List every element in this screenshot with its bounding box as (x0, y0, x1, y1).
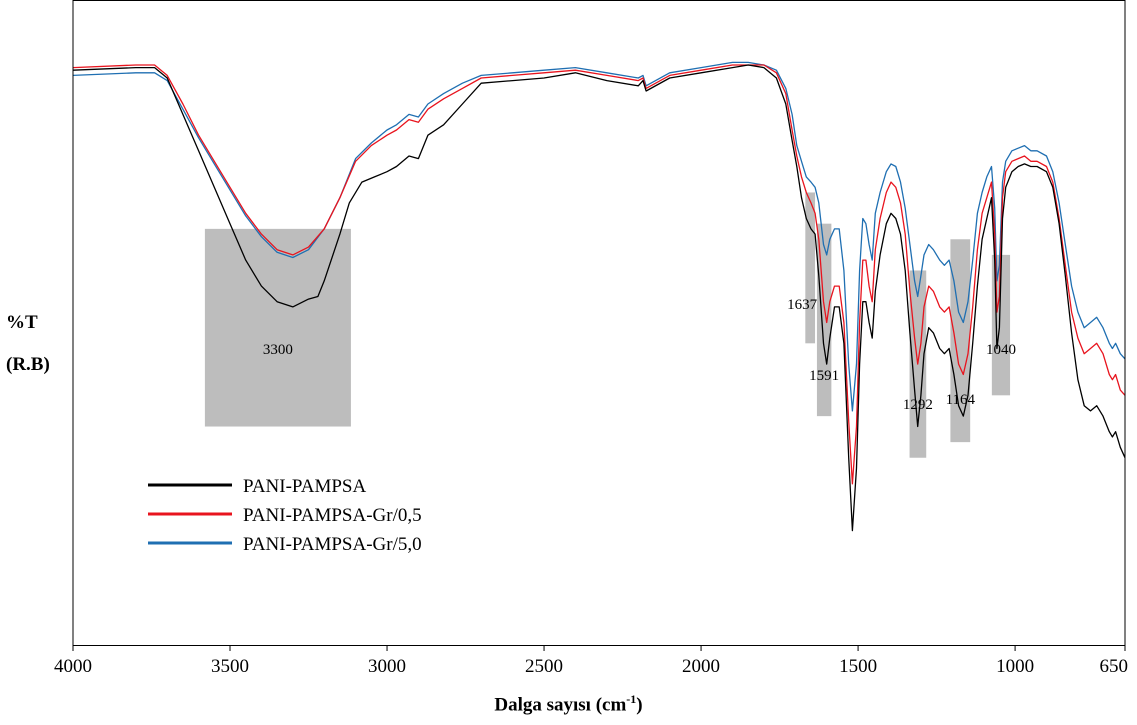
y-axis-label-line2: (R.B) (6, 354, 50, 375)
legend-label-2: PANI-PAMPSA-Gr/0,5 (243, 505, 422, 526)
x-axis-label-close: ) (636, 694, 643, 716)
band-1637 (805, 192, 816, 344)
series-line-1 (72, 64, 1126, 532)
x-axis-label-main: Dalga sayısı (cm (494, 694, 627, 716)
legend-label-3: PANI-PAMPSA-Gr/5,0 (243, 534, 422, 555)
y-axis-label-line1: %T (6, 312, 38, 333)
series-line-2 (72, 64, 1126, 485)
series-lines (72, 61, 1126, 532)
x-axis-label: Dalga sayısı (cm-1) (0, 692, 1137, 716)
x-axis-ticks: 4000 3500 3000 2500 2000 1500 1000 650 (54, 645, 1128, 677)
band-label-1040: 1040 (986, 342, 1016, 358)
legend-label-1: PANI-PAMPSA (243, 476, 366, 497)
band-1164 (950, 239, 971, 443)
x-tick-label-3500: 3500 (211, 656, 249, 677)
x-tick-label-1000: 1000 (996, 656, 1034, 677)
band-label-1292: 1292 (903, 397, 933, 413)
x-tick-label-650: 650 (1100, 656, 1129, 677)
band-3300 (204, 228, 351, 427)
x-tick-label-2500: 2500 (525, 656, 563, 677)
band-label-1637: 1637 (787, 297, 818, 313)
x-tick-label-4000: 4000 (54, 656, 92, 677)
band-1591 (816, 223, 832, 417)
series-line-3 (72, 61, 1126, 412)
legend: PANI-PAMPSA PANI-PAMPSA-Gr/0,5 PANI-PAMPSA… (148, 476, 422, 555)
band-label-1591: 1591 (809, 368, 839, 384)
band-label-3300: 3300 (263, 342, 293, 358)
x-tick-label-2000: 2000 (682, 656, 720, 677)
x-tick-label-1500: 1500 (839, 656, 877, 677)
highlight-bands (204, 192, 1011, 458)
band-labels: 3300 1637 1591 1292 1164 1040 (263, 297, 1016, 413)
plot-frame (72, 0, 1126, 646)
band-label-1164: 1164 (946, 392, 976, 408)
x-axis-label-exponent: -1 (626, 692, 637, 706)
x-tick-label-3000: 3000 (368, 656, 406, 677)
